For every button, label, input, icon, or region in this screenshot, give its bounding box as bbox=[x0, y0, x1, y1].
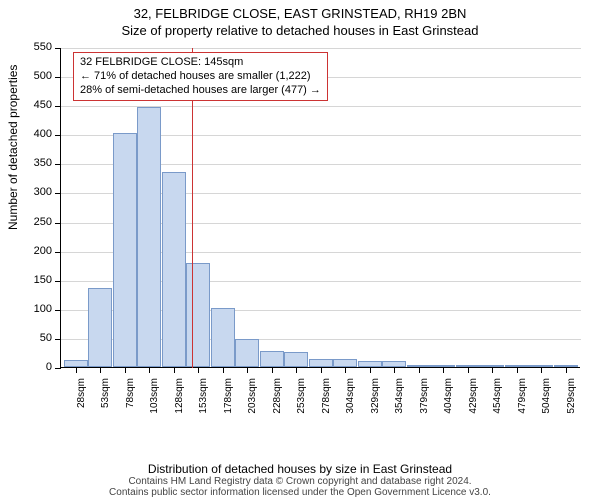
x-tick bbox=[125, 367, 126, 373]
chart-title-line1: 32, FELBRIDGE CLOSE, EAST GRINSTEAD, RH1… bbox=[0, 0, 600, 21]
callout-line: ← 71% of detached houses are smaller (1,… bbox=[80, 70, 321, 84]
x-tick-label: 228sqm bbox=[272, 378, 283, 422]
histogram-bar bbox=[309, 359, 333, 367]
gridline bbox=[61, 48, 581, 49]
y-tick-label: 400 bbox=[22, 128, 52, 140]
x-tick-label: 429sqm bbox=[468, 378, 479, 422]
x-tick bbox=[394, 367, 395, 373]
x-tick bbox=[174, 367, 175, 373]
y-tick-label: 300 bbox=[22, 186, 52, 198]
y-tick-label: 50 bbox=[22, 332, 52, 344]
x-tick-label: 253sqm bbox=[296, 378, 307, 422]
y-tick-label: 150 bbox=[22, 274, 52, 286]
x-tick-label: 203sqm bbox=[247, 378, 258, 422]
y-tick bbox=[55, 281, 61, 282]
x-tick-label: 479sqm bbox=[517, 378, 528, 422]
histogram-bar bbox=[260, 351, 284, 367]
x-tick bbox=[223, 367, 224, 373]
x-tick-label: 529sqm bbox=[566, 378, 577, 422]
x-tick-label: 354sqm bbox=[394, 378, 405, 422]
x-tick bbox=[566, 367, 567, 373]
x-axis-label: Distribution of detached houses by size … bbox=[0, 462, 600, 476]
x-tick-label: 404sqm bbox=[443, 378, 454, 422]
y-tick bbox=[55, 368, 61, 369]
y-tick bbox=[55, 193, 61, 194]
y-tick bbox=[55, 339, 61, 340]
y-tick-label: 200 bbox=[22, 245, 52, 257]
y-tick bbox=[55, 77, 61, 78]
y-axis-label: Number of detached properties bbox=[6, 65, 20, 230]
callout-line: 32 FELBRIDGE CLOSE: 145sqm bbox=[80, 56, 321, 70]
callout-box: 32 FELBRIDGE CLOSE: 145sqm← 71% of detac… bbox=[73, 52, 328, 101]
x-tick bbox=[443, 367, 444, 373]
y-tick bbox=[55, 164, 61, 165]
x-tick bbox=[517, 367, 518, 373]
x-tick bbox=[419, 367, 420, 373]
histogram-bar bbox=[64, 360, 88, 367]
x-tick bbox=[296, 367, 297, 373]
histogram-bar bbox=[211, 308, 235, 367]
y-tick-label: 450 bbox=[22, 99, 52, 111]
x-tick-label: 178sqm bbox=[223, 378, 234, 422]
histogram-bar bbox=[284, 352, 308, 367]
x-tick-label: 304sqm bbox=[345, 378, 356, 422]
histogram-bar bbox=[333, 359, 357, 367]
y-tick-label: 100 bbox=[22, 303, 52, 315]
x-tick-label: 379sqm bbox=[419, 378, 430, 422]
chart-title-line2: Size of property relative to detached ho… bbox=[0, 21, 600, 38]
x-tick bbox=[272, 367, 273, 373]
y-tick bbox=[55, 48, 61, 49]
x-tick bbox=[541, 367, 542, 373]
x-tick-label: 454sqm bbox=[492, 378, 503, 422]
footnote-line2: Contains public sector information licen… bbox=[109, 487, 491, 498]
x-tick bbox=[321, 367, 322, 373]
x-tick-label: 28sqm bbox=[76, 378, 87, 422]
histogram-bar bbox=[113, 133, 137, 367]
x-tick bbox=[247, 367, 248, 373]
y-tick-label: 250 bbox=[22, 216, 52, 228]
y-tick-label: 350 bbox=[22, 157, 52, 169]
x-tick-label: 128sqm bbox=[174, 378, 185, 422]
x-tick-label: 78sqm bbox=[125, 378, 136, 422]
histogram-bar bbox=[162, 172, 186, 367]
callout-line: 28% of semi-detached houses are larger (… bbox=[80, 84, 321, 98]
y-tick bbox=[55, 106, 61, 107]
histogram-bar bbox=[137, 107, 161, 367]
x-tick bbox=[76, 367, 77, 373]
y-tick bbox=[55, 310, 61, 311]
footnote-line1: Contains HM Land Registry data © Crown c… bbox=[128, 476, 471, 487]
y-tick bbox=[55, 223, 61, 224]
x-tick-label: 103sqm bbox=[149, 378, 160, 422]
x-tick bbox=[492, 367, 493, 373]
x-tick bbox=[345, 367, 346, 373]
y-tick-label: 550 bbox=[22, 41, 52, 53]
chart-area: 28sqm53sqm78sqm103sqm128sqm153sqm178sqm2… bbox=[60, 48, 580, 418]
footnote: Contains HM Land Registry data © Crown c… bbox=[0, 476, 600, 498]
x-tick bbox=[149, 367, 150, 373]
histogram-bar bbox=[235, 339, 259, 367]
x-tick bbox=[468, 367, 469, 373]
x-tick bbox=[370, 367, 371, 373]
histogram-bar bbox=[186, 263, 210, 367]
x-tick-label: 278sqm bbox=[321, 378, 332, 422]
x-tick-label: 153sqm bbox=[198, 378, 209, 422]
plot-region: 28sqm53sqm78sqm103sqm128sqm153sqm178sqm2… bbox=[60, 48, 580, 368]
x-tick-label: 504sqm bbox=[541, 378, 552, 422]
x-tick bbox=[198, 367, 199, 373]
y-tick-label: 500 bbox=[22, 70, 52, 82]
x-tick-label: 329sqm bbox=[370, 378, 381, 422]
chart-container: 32, FELBRIDGE CLOSE, EAST GRINSTEAD, RH1… bbox=[0, 0, 600, 500]
y-tick-label: 0 bbox=[22, 361, 52, 373]
y-tick bbox=[55, 252, 61, 253]
y-tick bbox=[55, 135, 61, 136]
x-tick-label: 53sqm bbox=[100, 378, 111, 422]
x-tick bbox=[100, 367, 101, 373]
histogram-bar bbox=[88, 288, 112, 367]
